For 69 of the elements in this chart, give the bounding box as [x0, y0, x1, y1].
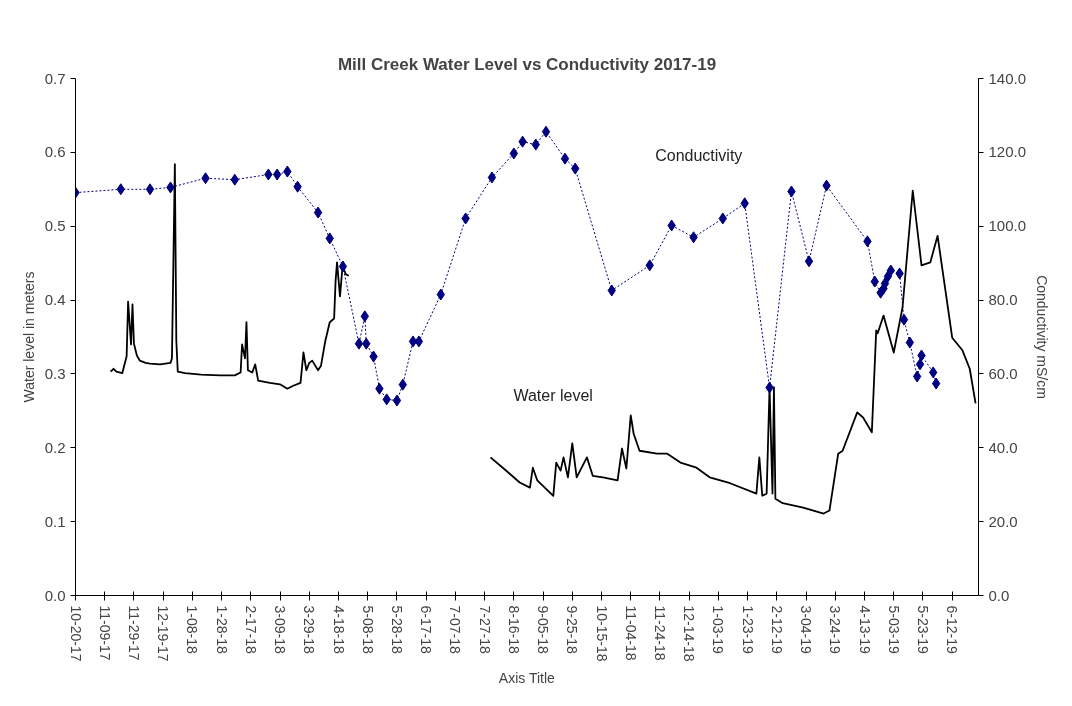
x-tick-label: 5-03-19 [885, 605, 902, 654]
x-tick-label: 11-04-18 [622, 605, 639, 661]
x-tick-label: 2-12-19 [768, 605, 785, 654]
y-tick-label: 0.0 [44, 586, 66, 604]
y-tick-label: 0.5 [44, 217, 66, 235]
point [354, 337, 364, 350]
x-tick-label: 10-15-18 [593, 605, 610, 662]
point [560, 152, 570, 165]
point [899, 313, 909, 326]
point [338, 260, 348, 273]
x-tick-label: 5-23-19 [914, 605, 931, 654]
y-tick-label: 0.7 [44, 69, 66, 87]
y2-tick-label: 20.0 [988, 512, 1018, 530]
x-tick-label: 9-25-18 [564, 605, 581, 654]
x-tick-label: 12-14-18 [681, 605, 698, 662]
y2-axis-title: Conductivity mS/cm [1034, 275, 1051, 399]
x-tick-label: 3-09-18 [272, 605, 289, 654]
point [804, 255, 814, 268]
y2-tick-label: 100.0 [988, 217, 1027, 235]
x-tick-label: 1-03-19 [710, 605, 727, 654]
x-tick-label: 5-08-18 [359, 605, 376, 654]
y-tick-label: 0.1 [44, 512, 66, 530]
x-tick-label: 3-29-18 [301, 605, 318, 654]
point [392, 394, 402, 407]
y2-tick-label: 120.0 [988, 143, 1027, 161]
point [931, 377, 941, 390]
x-tick-label: 11-24-18 [651, 605, 668, 661]
text: Water level [513, 386, 593, 404]
y-axis-title: Water level in meters [20, 271, 37, 403]
chart-title: Mill Creek Water Level vs Conductivity 2017-19 [337, 54, 717, 74]
text: Conductivity [655, 147, 743, 165]
x-tick-label: 3-24-19 [827, 605, 844, 654]
x-tick-label: 11-09-17 [96, 605, 113, 661]
y2-tick-label: 80.0 [988, 291, 1018, 309]
x-tick-label: 11-29-17 [125, 605, 142, 661]
point [414, 335, 424, 348]
y-tick-label: 0.3 [44, 364, 66, 382]
y2-tick-label: 40.0 [988, 438, 1018, 456]
y-tick-label: 0.2 [44, 438, 66, 456]
y-tick-label: 0.6 [44, 143, 66, 161]
x-tick-label: 1-28-18 [213, 605, 230, 654]
y-tick-label: 0.4 [44, 291, 66, 309]
x-tick-label: 3-04-19 [798, 605, 815, 654]
point [313, 206, 323, 219]
x-axis-title: Axis Title [498, 669, 556, 686]
x-tick-label: 8-16-18 [505, 605, 522, 654]
y2-tick-label: 60.0 [988, 364, 1018, 382]
x-tick-label: 9-05-18 [535, 605, 552, 654]
x-tick-label: 2-17-18 [242, 605, 259, 654]
point [145, 183, 155, 196]
point [541, 125, 551, 138]
x-tick-label: 6-17-18 [418, 605, 435, 654]
x-tick-label: 1-08-18 [184, 605, 201, 654]
x-tick-label: 4-13-19 [856, 605, 873, 654]
point [487, 171, 497, 184]
x-tick-label: 7-07-18 [447, 605, 464, 654]
point [272, 168, 282, 181]
x-tick-label: 1-23-19 [739, 605, 756, 654]
point [912, 370, 922, 383]
x-tick-label: 5-28-18 [388, 605, 405, 654]
y2-tick-label: 0.0 [988, 586, 1010, 604]
x-tick-label: 10-20-17 [67, 605, 84, 662]
point [915, 358, 925, 371]
x-tick-label: 6-12-19 [944, 605, 961, 654]
x-tick-label: 7-27-18 [476, 605, 493, 654]
x-tick-label: 4-18-18 [330, 605, 347, 654]
x-tick-label: 12-19-17 [155, 605, 172, 662]
point [509, 147, 519, 160]
y2-tick-label: 140.0 [988, 69, 1027, 87]
